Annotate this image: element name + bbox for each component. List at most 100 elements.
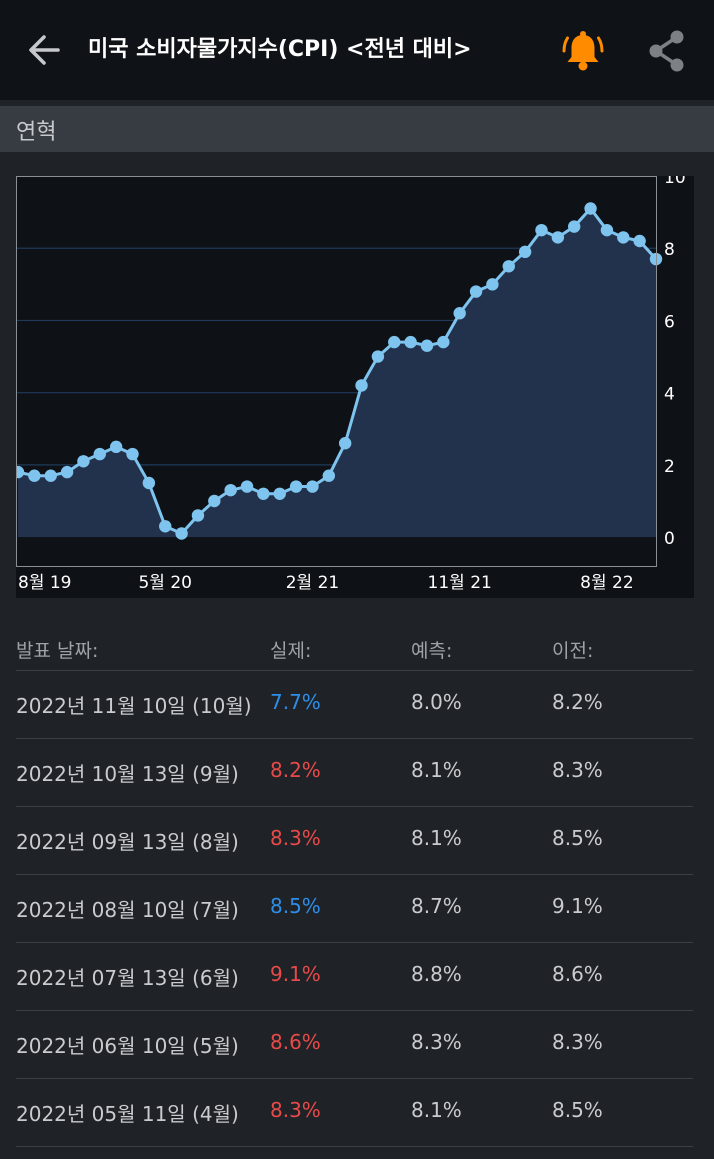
app-bar: 미국 소비자물가지수(CPI) <전년 대비> — [0, 0, 714, 100]
cpi-yoy-chart[interactable]: 0 2 4 6 8 10 8월 19 5월 20 2월 21 11월 21 8월 22 — [16, 176, 694, 598]
data-point — [551, 231, 565, 244]
section-label: 연혁 — [16, 120, 57, 145]
bell-icon[interactable] — [560, 28, 606, 74]
data-point — [633, 234, 646, 248]
previous-value: 9.1% — [552, 894, 603, 918]
plot-frame — [16, 176, 657, 567]
table-row[interactable]: 2022년 08월 10일 (7월) 8.5% 8.7% 9.1% — [16, 874, 693, 943]
forecast-value: 8.7% — [411, 894, 462, 918]
forecast-value: 8.0% — [411, 690, 462, 714]
data-point — [208, 494, 221, 508]
data-point — [109, 440, 123, 454]
data-point — [28, 469, 41, 482]
data-point — [437, 335, 450, 349]
data-point — [16, 465, 25, 479]
x-tick-label: 8월 19 — [18, 573, 72, 593]
data-point — [322, 469, 336, 482]
table-row[interactable]: 2022년 07월 13일 (6월) 9.1% 8.8% 8.6% — [16, 942, 693, 1011]
data-point — [420, 339, 434, 352]
data-point — [584, 202, 597, 215]
forecast-value: 8.8% — [411, 962, 462, 986]
actual-value: 8.3% — [270, 1098, 321, 1122]
y-tick-label: 2 — [664, 457, 675, 477]
data-point — [371, 350, 385, 363]
data-point — [502, 260, 515, 273]
forecast-value: 8.1% — [411, 1098, 462, 1122]
data-point — [404, 335, 417, 349]
x-tick-label: 11월 21 — [428, 573, 492, 593]
data-point — [486, 278, 499, 291]
release-date: 2022년 09월 13일 (8월) — [16, 830, 239, 854]
table-row[interactable]: 2022년 09월 13일 (8월) 8.3% 8.1% 8.5% — [16, 806, 693, 875]
data-point — [77, 455, 90, 468]
area-fill — [18, 208, 656, 538]
forecast-value: 8.1% — [411, 826, 462, 850]
data-point — [126, 447, 139, 461]
previous-value: 8.5% — [552, 1098, 603, 1122]
release-date: 2022년 07월 13일 (6월) — [16, 966, 239, 990]
data-point — [518, 245, 532, 259]
data-point — [469, 285, 483, 298]
data-point — [60, 465, 74, 479]
actual-value: 8.5% — [270, 894, 321, 918]
table-header: 발표 날짜: 실제: 예측: 이전: — [16, 636, 693, 671]
series-line — [17, 207, 658, 535]
header-actual: 실제: — [270, 640, 312, 662]
forecast-value: 8.3% — [411, 1030, 462, 1054]
data-point — [159, 520, 172, 533]
data-point — [453, 307, 466, 320]
data-point — [355, 379, 368, 392]
header-previous: 이전: — [552, 640, 594, 662]
table-row[interactable]: 2022년 10월 13일 (9월) 8.2% 8.1% 8.3% — [16, 738, 693, 807]
y-tick-label: 6 — [664, 312, 675, 332]
y-tick-label: 8 — [664, 240, 675, 260]
data-point — [338, 437, 352, 450]
actual-value: 8.6% — [270, 1030, 321, 1054]
data-point — [240, 480, 254, 493]
release-date: 2022년 10월 13일 (9월) — [16, 762, 239, 786]
back-arrow-icon[interactable] — [24, 30, 64, 70]
share-icon[interactable] — [646, 28, 688, 74]
data-point — [568, 220, 581, 233]
previous-value: 8.3% — [552, 1030, 603, 1054]
actual-value: 8.2% — [270, 758, 321, 782]
release-date: 2022년 11월 10일 (10월) — [16, 694, 252, 718]
data-point — [142, 476, 156, 490]
x-tick-label: 2월 21 — [286, 573, 340, 593]
data-point — [191, 509, 205, 522]
data-point — [44, 469, 57, 482]
previous-value: 8.3% — [552, 758, 603, 782]
data-point — [306, 480, 319, 493]
release-date: 2022년 05월 11일 (4월) — [16, 1102, 239, 1126]
data-point — [273, 487, 286, 500]
section-header-history: 연혁 — [0, 106, 714, 152]
release-date: 2022년 06월 10일 (5월) — [16, 1034, 239, 1058]
y-tick-label: 0 — [664, 529, 675, 549]
previous-value: 8.6% — [552, 962, 603, 986]
table-row[interactable]: 2022년 06월 10일 (5월) 8.6% 8.3% 8.3% — [16, 1010, 693, 1079]
x-tick-label: 5월 20 — [138, 573, 192, 593]
data-point — [388, 335, 401, 349]
x-tick-label: 8월 22 — [580, 573, 634, 593]
data-point — [600, 223, 614, 237]
actual-value: 8.3% — [270, 826, 321, 850]
data-point — [535, 223, 548, 237]
header-forecast: 예측: — [411, 640, 453, 662]
table-row[interactable]: 2022년 11월 10일 (10월) 7.7% 8.0% 8.2% — [16, 670, 693, 739]
data-point — [617, 231, 630, 244]
previous-value: 8.5% — [552, 826, 603, 850]
forecast-value: 8.1% — [411, 758, 462, 782]
actual-value: 9.1% — [270, 962, 321, 986]
data-point — [289, 480, 303, 493]
data-point — [175, 527, 188, 540]
actual-value: 7.7% — [270, 690, 321, 714]
release-date: 2022년 08월 10일 (7월) — [16, 898, 239, 922]
data-point — [257, 487, 270, 500]
data-point — [224, 483, 237, 497]
data-point — [93, 447, 106, 461]
previous-value: 8.2% — [552, 690, 603, 714]
y-tick-label: 4 — [664, 385, 675, 405]
header-release-date: 발표 날짜: — [16, 640, 99, 662]
page-title: 미국 소비자물가지수(CPI) <전년 대비> — [88, 37, 472, 62]
table-row[interactable]: 2022년 05월 11일 (4월) 8.3% 8.1% 8.5% — [16, 1078, 693, 1147]
